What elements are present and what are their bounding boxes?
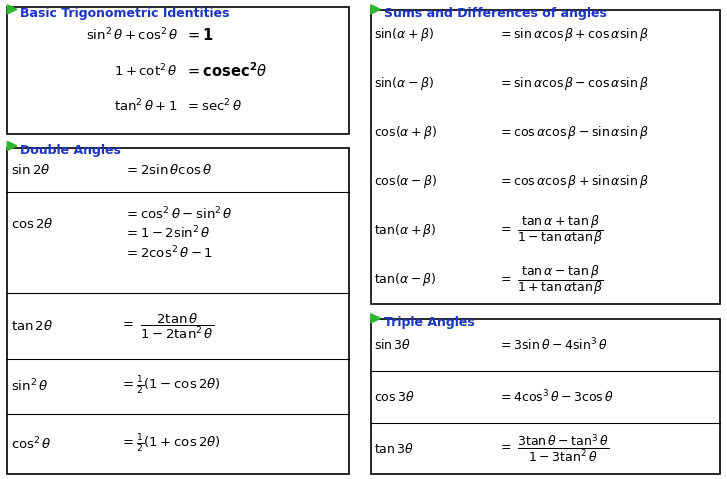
Text: $\cos(\alpha-\beta)$: $\cos(\alpha-\beta)$ — [374, 173, 438, 190]
Text: $\sin(\alpha+\beta)$: $\sin(\alpha+\beta)$ — [374, 26, 435, 43]
Polygon shape — [7, 141, 17, 150]
Text: $\sin 3\theta$: $\sin 3\theta$ — [374, 338, 411, 352]
Text: $= \cos\alpha\cos\beta + \sin\alpha\sin\beta$: $= \cos\alpha\cos\beta + \sin\alpha\sin\… — [498, 173, 648, 190]
Text: $\cos(\alpha+\beta)$: $\cos(\alpha+\beta)$ — [374, 124, 438, 141]
Polygon shape — [7, 5, 17, 14]
Text: Basic Trigonometric Identities: Basic Trigonometric Identities — [20, 7, 230, 20]
Text: $= 1 - 2\sin^2\theta$: $= 1 - 2\sin^2\theta$ — [124, 225, 210, 242]
Text: $\cos 2\theta$: $\cos 2\theta$ — [11, 217, 54, 231]
Text: $\tan 3\theta$: $\tan 3\theta$ — [374, 442, 414, 456]
Text: $\sin 2\theta$: $\sin 2\theta$ — [11, 163, 50, 178]
Text: $\cos^2\theta$: $\cos^2\theta$ — [11, 436, 52, 452]
Text: $=\ \dfrac{\tan\alpha + \tan\beta}{1 - \tan\alpha\tan\beta}$: $=\ \dfrac{\tan\alpha + \tan\beta}{1 - \… — [498, 214, 604, 248]
FancyBboxPatch shape — [371, 10, 720, 304]
Polygon shape — [371, 314, 380, 323]
Text: $= \frac{1}{2}(1 + \cos 2\theta)$: $= \frac{1}{2}(1 + \cos 2\theta)$ — [120, 433, 220, 455]
Text: $= 3\sin\theta - 4\sin^3\theta$: $= 3\sin\theta - 4\sin^3\theta$ — [498, 337, 608, 354]
Text: $=\ \dfrac{2\tan\theta}{1 - 2\tan^2\theta}$: $=\ \dfrac{2\tan\theta}{1 - 2\tan^2\thet… — [120, 311, 214, 341]
Text: $\tan(\alpha+\beta)$: $\tan(\alpha+\beta)$ — [374, 222, 437, 239]
Text: $= \frac{1}{2}(1 - \cos 2\theta)$: $= \frac{1}{2}(1 - \cos 2\theta)$ — [120, 375, 220, 397]
Text: $\sin^2\theta + \cos^2\theta$: $\sin^2\theta + \cos^2\theta$ — [86, 27, 178, 44]
FancyBboxPatch shape — [7, 148, 349, 474]
Text: $=\ \dfrac{3\tan\theta - \tan^3\theta}{1 - 3\tan^2\theta}$: $=\ \dfrac{3\tan\theta - \tan^3\theta}{1… — [498, 433, 609, 464]
Text: $= \sin\alpha\cos\beta - \cos\alpha\sin\beta$: $= \sin\alpha\cos\beta - \cos\alpha\sin\… — [498, 75, 648, 91]
Text: Triple Angles: Triple Angles — [384, 316, 475, 329]
Text: $1 + \cot^2\theta$: $1 + \cot^2\theta$ — [114, 62, 178, 79]
Text: $= \sin\alpha\cos\beta + \cos\alpha\sin\beta$: $= \sin\alpha\cos\beta + \cos\alpha\sin\… — [498, 26, 648, 43]
Text: $= \cos\alpha\cos\beta - \sin\alpha\sin\beta$: $= \cos\alpha\cos\beta - \sin\alpha\sin\… — [498, 124, 648, 141]
Text: $= \sec^2\theta$: $= \sec^2\theta$ — [185, 98, 242, 114]
FancyBboxPatch shape — [7, 7, 349, 134]
Text: $\sin(\alpha-\beta)$: $\sin(\alpha-\beta)$ — [374, 75, 435, 91]
Text: $= 2\sin\theta\cos\theta$: $= 2\sin\theta\cos\theta$ — [124, 163, 212, 178]
Text: $= \mathbf{cosec^2}\theta$: $= \mathbf{cosec^2}\theta$ — [185, 61, 268, 80]
Text: $= 4\cos^3\theta - 3\cos\theta$: $= 4\cos^3\theta - 3\cos\theta$ — [498, 389, 614, 405]
FancyBboxPatch shape — [371, 319, 720, 474]
Text: Double Angles: Double Angles — [20, 144, 121, 157]
Polygon shape — [371, 5, 380, 14]
Text: $=\ \dfrac{\tan\alpha - \tan\beta}{1 + \tan\alpha\tan\beta}$: $=\ \dfrac{\tan\alpha - \tan\beta}{1 + \… — [498, 262, 604, 297]
Text: $\tan^2\theta + 1$: $\tan^2\theta + 1$ — [114, 98, 178, 114]
Text: Sums and Differences of angles: Sums and Differences of angles — [384, 7, 607, 20]
Text: $\tan(\alpha-\beta)$: $\tan(\alpha-\beta)$ — [374, 271, 437, 288]
Text: $\cos 3\theta$: $\cos 3\theta$ — [374, 390, 415, 404]
Text: $= 2\cos^2\theta - 1$: $= 2\cos^2\theta - 1$ — [124, 244, 213, 261]
Text: $= \cos^2\theta - \sin^2\theta$: $= \cos^2\theta - \sin^2\theta$ — [124, 206, 233, 223]
Text: $\tan 2\theta$: $\tan 2\theta$ — [11, 319, 53, 333]
Text: $= \mathbf{1}$: $= \mathbf{1}$ — [185, 27, 214, 43]
Text: $\sin^2\theta$: $\sin^2\theta$ — [11, 378, 48, 395]
